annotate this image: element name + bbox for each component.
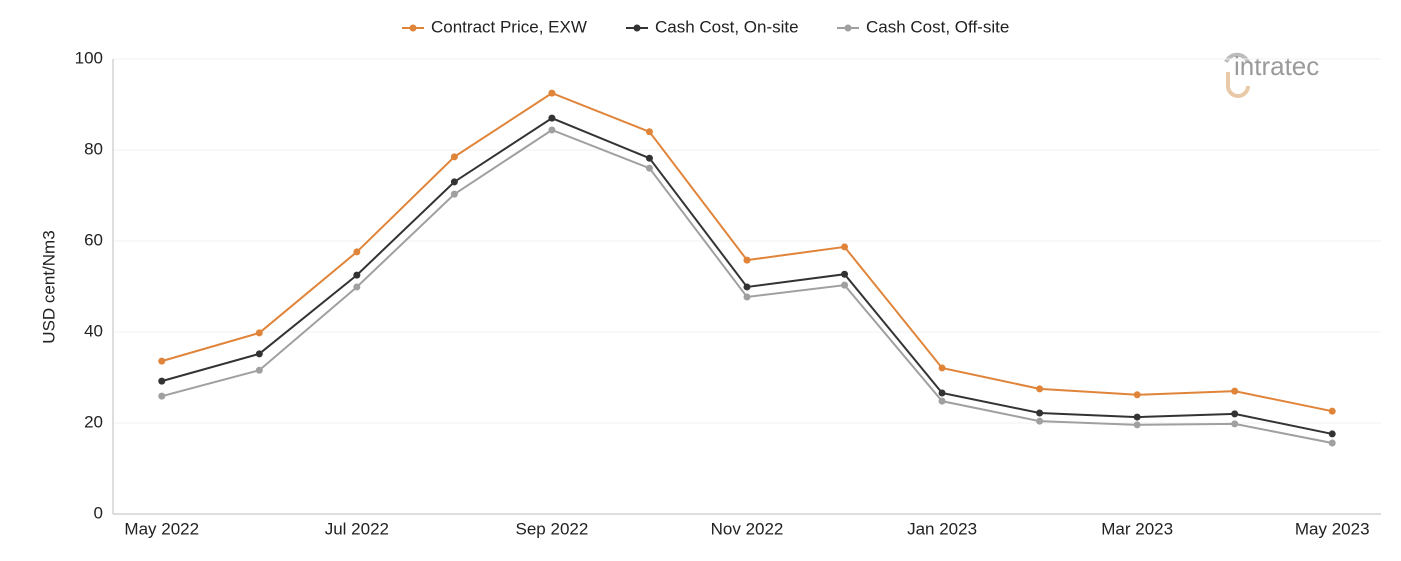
data-point bbox=[548, 89, 556, 97]
x-tick-label: Jul 2022 bbox=[325, 519, 389, 538]
legend-label: Cash Cost, Off-site bbox=[866, 17, 1009, 36]
x-tick-label: Jan 2023 bbox=[907, 519, 977, 538]
data-point bbox=[548, 126, 556, 134]
legend-label: Contract Price, EXW bbox=[431, 17, 587, 36]
legend-item: Cash Cost, Off-site bbox=[837, 17, 1009, 36]
x-tick-label: May 2023 bbox=[1295, 519, 1370, 538]
x-tick-label: Sep 2022 bbox=[516, 519, 589, 538]
legend-item: Cash Cost, On-site bbox=[626, 17, 799, 36]
legend-marker bbox=[409, 24, 417, 32]
data-point bbox=[353, 283, 361, 291]
data-point bbox=[158, 377, 166, 385]
data-point bbox=[353, 271, 361, 279]
data-point bbox=[450, 153, 458, 161]
logo-icon bbox=[1226, 72, 1250, 98]
legend-label: Cash Cost, On-site bbox=[655, 17, 799, 36]
y-tick-label: 40 bbox=[84, 321, 103, 340]
y-tick-label: 100 bbox=[75, 48, 103, 67]
y-axis-label: USD cent/Nm3 bbox=[39, 230, 58, 343]
data-point bbox=[255, 329, 263, 337]
x-tick-label: May 2022 bbox=[124, 519, 199, 538]
data-point bbox=[1231, 387, 1239, 395]
data-point bbox=[1231, 410, 1239, 418]
data-point bbox=[353, 248, 361, 256]
data-point bbox=[938, 397, 946, 405]
logo-text: intratec bbox=[1234, 51, 1319, 81]
data-point bbox=[645, 128, 653, 136]
data-point bbox=[548, 114, 556, 122]
y-tick-label: 80 bbox=[84, 139, 103, 158]
legend-marker bbox=[633, 24, 641, 32]
legend-item: Contract Price, EXW bbox=[402, 17, 587, 36]
data-point bbox=[743, 283, 751, 291]
data-point bbox=[158, 357, 166, 365]
data-point bbox=[1328, 407, 1336, 415]
logo: intratec bbox=[1224, 51, 1319, 98]
data-point bbox=[1231, 420, 1239, 428]
data-point bbox=[1328, 439, 1336, 447]
data-point bbox=[743, 293, 751, 301]
data-point bbox=[1036, 417, 1044, 425]
data-point bbox=[1133, 413, 1141, 421]
x-tick-label: Mar 2023 bbox=[1101, 519, 1173, 538]
data-point bbox=[841, 281, 849, 289]
series-line bbox=[161, 92, 1333, 413]
data-point bbox=[450, 190, 458, 198]
data-point bbox=[255, 366, 263, 374]
data-point bbox=[1328, 430, 1336, 438]
data-point bbox=[158, 392, 166, 400]
data-point bbox=[450, 178, 458, 186]
series-line bbox=[161, 117, 1333, 435]
data-point bbox=[841, 243, 849, 251]
data-point bbox=[841, 270, 849, 278]
data-point bbox=[255, 350, 263, 358]
logo-icon bbox=[1224, 52, 1250, 63]
legend-marker bbox=[844, 24, 852, 32]
y-tick-label: 60 bbox=[84, 230, 103, 249]
data-point bbox=[1133, 421, 1141, 429]
y-tick-label: 0 bbox=[94, 503, 103, 522]
data-point bbox=[1036, 409, 1044, 417]
data-point bbox=[645, 154, 653, 162]
data-point bbox=[645, 164, 653, 172]
y-tick-label: 20 bbox=[84, 412, 103, 431]
data-point bbox=[743, 256, 751, 264]
data-point bbox=[1036, 385, 1044, 393]
x-tick-label: Nov 2022 bbox=[711, 519, 784, 538]
data-point bbox=[938, 389, 946, 397]
data-point bbox=[938, 364, 946, 372]
data-point bbox=[1133, 391, 1141, 399]
